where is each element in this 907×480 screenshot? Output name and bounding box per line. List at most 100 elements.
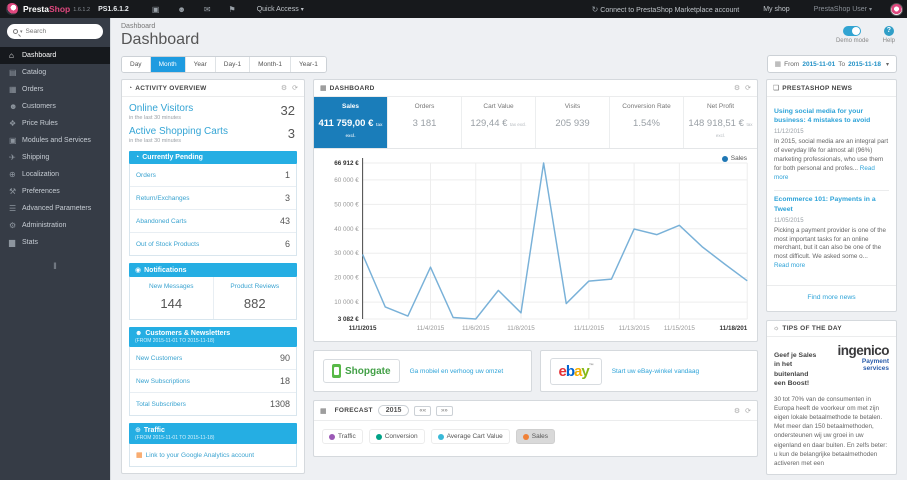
kpi-cart-value[interactable]: Cart Value 129,44 € tax excl. <box>461 97 535 148</box>
messages-icon[interactable]: ✉ <box>203 4 211 14</box>
customers-newsletters-header: ☻ Customers & Newsletters (FROM 2015-11-0… <box>129 327 297 347</box>
preferences-icon: ⚒ <box>9 187 17 196</box>
read-more-link[interactable]: Read more <box>774 262 806 269</box>
kpi-conversion-rate[interactable]: Conversion Rate 1.54% <box>609 97 683 148</box>
pending-row-returns[interactable]: Return/Exchanges 3 <box>130 187 296 210</box>
total-subscribers-row[interactable]: Total Subscribers 1308 <box>136 399 290 409</box>
google-analytics-link[interactable]: ▦ Link to your Google Analytics account <box>129 444 297 467</box>
sidebar-item-administration[interactable]: ⚙ Administration <box>9 221 67 230</box>
new-messages-cell[interactable]: New Messages 144 <box>149 283 194 311</box>
search-input[interactable] <box>25 28 86 35</box>
my-shop-link[interactable]: My shop <box>763 5 790 13</box>
dashboard-panel-title: DASHBOARD <box>329 84 375 92</box>
svg-text:11/1/2015: 11/1/2015 <box>349 325 377 332</box>
pending-row-out-of-stock[interactable]: Out of Stock Products 6 <box>136 239 290 249</box>
shopgate-link[interactable]: Ga mobiel en verhoog uw omzet <box>409 367 504 375</box>
read-more-link[interactable]: Read more <box>774 164 875 181</box>
demo-mode-toggle[interactable] <box>843 26 862 36</box>
pending-row-abandoned-carts[interactable]: Abandoned Carts 43 <box>130 210 296 233</box>
user-avatar[interactable] <box>890 2 903 16</box>
badge-icon[interactable]: ⚑ <box>228 4 236 14</box>
new-subscriptions-row[interactable]: New Subscriptions 18 <box>130 370 296 393</box>
sidebar-item-dashboard[interactable]: ⌂ Dashboard <box>0 47 110 64</box>
brand-version: 1.6.1.2 <box>73 7 91 13</box>
forecast-prev-button[interactable]: «« <box>414 405 432 416</box>
help-control: ? Help <box>883 26 895 44</box>
sidebar-item-modules[interactable]: ▣ Modules and Services <box>9 136 91 145</box>
chart-legend[interactable]: Sales <box>721 155 747 162</box>
kpi-orders[interactable]: Orders 3 181 <box>387 97 461 148</box>
date-range-button[interactable]: ▦ From 2015-11-01 To 2015-11-18 ▾ <box>766 55 897 73</box>
gear-icon[interactable]: ⚙ <box>733 407 741 415</box>
legend-dot-icon <box>721 155 728 162</box>
marketplace-link[interactable]: ↻ Connect to PrestaShop Marketplace accou… <box>591 4 740 14</box>
ebay-link[interactable]: Start uw eBay-winkel vandaag <box>611 367 700 375</box>
user-menu[interactable]: PrestaShop User ▾ <box>813 5 872 13</box>
forecast-next-button[interactable]: »» <box>436 405 453 416</box>
range-day-1-button[interactable]: Day-1 <box>215 56 251 72</box>
sidebar-item-price-rules[interactable]: ❖ Price Rules <box>9 119 58 128</box>
ps-version: PS1.6.1.2 <box>98 5 129 13</box>
sidebar-item-preferences[interactable]: ⚒ Preferences <box>9 187 60 196</box>
forecast-chip-average-cart-value[interactable]: Average Cart Value <box>430 429 510 444</box>
sidebar-item-shipping[interactable]: ✈ Shipping <box>9 153 50 162</box>
ebay-ad-card[interactable]: ebay™ Start uw eBay-winkel vandaag <box>539 350 758 392</box>
advanced-parameters-icon: ☰ <box>9 204 17 213</box>
refresh-icon[interactable]: ⟳ <box>745 407 751 415</box>
range-month-1-button[interactable]: Month-1 <box>250 56 291 72</box>
online-visitors-link[interactable]: Online Visitors <box>129 103 194 114</box>
shopgate-ad-card[interactable]: Shopgate Ga mobiel en verhoog uw omzet <box>313 350 532 392</box>
active-carts-link[interactable]: Active Shopping Carts <box>129 126 228 137</box>
forecast-chip-conversion[interactable]: Conversion <box>368 429 425 444</box>
range-day-button[interactable]: Day <box>122 56 151 72</box>
refresh-icon[interactable]: ⟳ <box>292 85 298 92</box>
help-icon[interactable]: ? <box>883 26 894 36</box>
range-year-1-button[interactable]: Year-1 <box>290 56 326 72</box>
svg-text:11/11/2015: 11/11/2015 <box>574 325 605 332</box>
sidebar-item-customers[interactable]: ☻ Customers <box>9 102 56 111</box>
sidebar-item-orders[interactable]: ▦ Orders <box>9 85 44 94</box>
kpi-net-profit[interactable]: Net Profit 148 918,51 € tax excl. <box>683 97 757 148</box>
demo-mode-control: Demo mode <box>836 26 869 44</box>
find-more-news-link[interactable]: Find more news <box>767 284 896 311</box>
kpi-visits[interactable]: Visits 205 939 <box>535 97 609 148</box>
traffic-header: ⊕ Traffic (FROM 2015-11-01 TO 2015-11-18) <box>129 423 297 444</box>
forecast-year-button[interactable]: 2015 <box>377 405 410 416</box>
forecast-chip-traffic[interactable]: Traffic <box>322 429 363 444</box>
svg-text:11/8/2015: 11/8/2015 <box>507 325 535 332</box>
active-carts-value: 3 <box>287 126 295 141</box>
cart-icon[interactable]: ▣ <box>151 4 160 14</box>
refresh-icon[interactable]: ⟳ <box>745 85 751 92</box>
gear-icon[interactable]: ⚙ <box>280 85 288 92</box>
range-year-button[interactable]: Year <box>185 56 216 72</box>
sidebar-search[interactable]: ▾ <box>7 24 103 39</box>
article-title-link[interactable]: Using social media for your business: 4 … <box>774 108 871 125</box>
quick-access-menu[interactable]: Quick Access ▾ <box>256 5 304 13</box>
range-month-button[interactable]: Month <box>150 56 186 72</box>
customer-icon[interactable]: ☻ <box>177 4 186 14</box>
gear-icon[interactable]: ⚙ <box>733 85 741 92</box>
forecast-chip-sales[interactable]: Sales <box>515 429 555 444</box>
new-customers-row[interactable]: New Customers 90 <box>130 347 296 370</box>
sidebar-item-catalog[interactable]: ▤ Catalog <box>9 68 47 77</box>
breadcrumb[interactable]: Dashboard <box>121 23 156 30</box>
forecast-panel: ▦ FORECAST 2015 «« »» ⚙ ⟳ Traffic Conver… <box>313 400 758 457</box>
ingenico-logo: ingenico Payment services <box>837 342 889 373</box>
sidebar-item-localization[interactable]: ⊕ Localization <box>9 170 59 179</box>
topbar: PrestaShop 1.6.1.2 PS1.6.1.2 ▣ ☻ ✉ ⚑ Qui… <box>0 0 907 18</box>
pending-row-orders[interactable]: Orders 1 <box>130 164 296 187</box>
article-title-link[interactable]: Ecommerce 101: Payments in a Tweet <box>774 196 876 213</box>
search-scope-caret[interactable]: ▾ <box>20 28 23 35</box>
customers-table: New Customers 90 New Subscriptions 18 Tota… <box>129 347 297 416</box>
sidebar-item-stats[interactable]: ▆ Stats <box>9 238 38 247</box>
prestashop-news-panel: ❏ PRESTASHOP NEWS Using social media for… <box>766 79 897 312</box>
news-icon: ❏ <box>773 85 780 92</box>
sidebar-collapse-button[interactable]: ‖ <box>53 261 57 271</box>
svg-text:11/13/2015: 11/13/2015 <box>619 325 650 332</box>
product-reviews-cell[interactable]: Product Reviews 882 <box>212 277 297 319</box>
sidebar-item-advanced-parameters[interactable]: ☰ Advanced Parameters <box>9 204 92 213</box>
kpi-sales[interactable]: Sales 411 759,00 € tax excl. <box>314 97 387 148</box>
main-content: Dashboard Dashboard Demo mode ? Help Day… <box>110 18 907 480</box>
tips-body-text: 30 tot 70% van de consumenten in Europa … <box>774 395 888 467</box>
svg-text:20 000 €: 20 000 € <box>334 275 359 282</box>
